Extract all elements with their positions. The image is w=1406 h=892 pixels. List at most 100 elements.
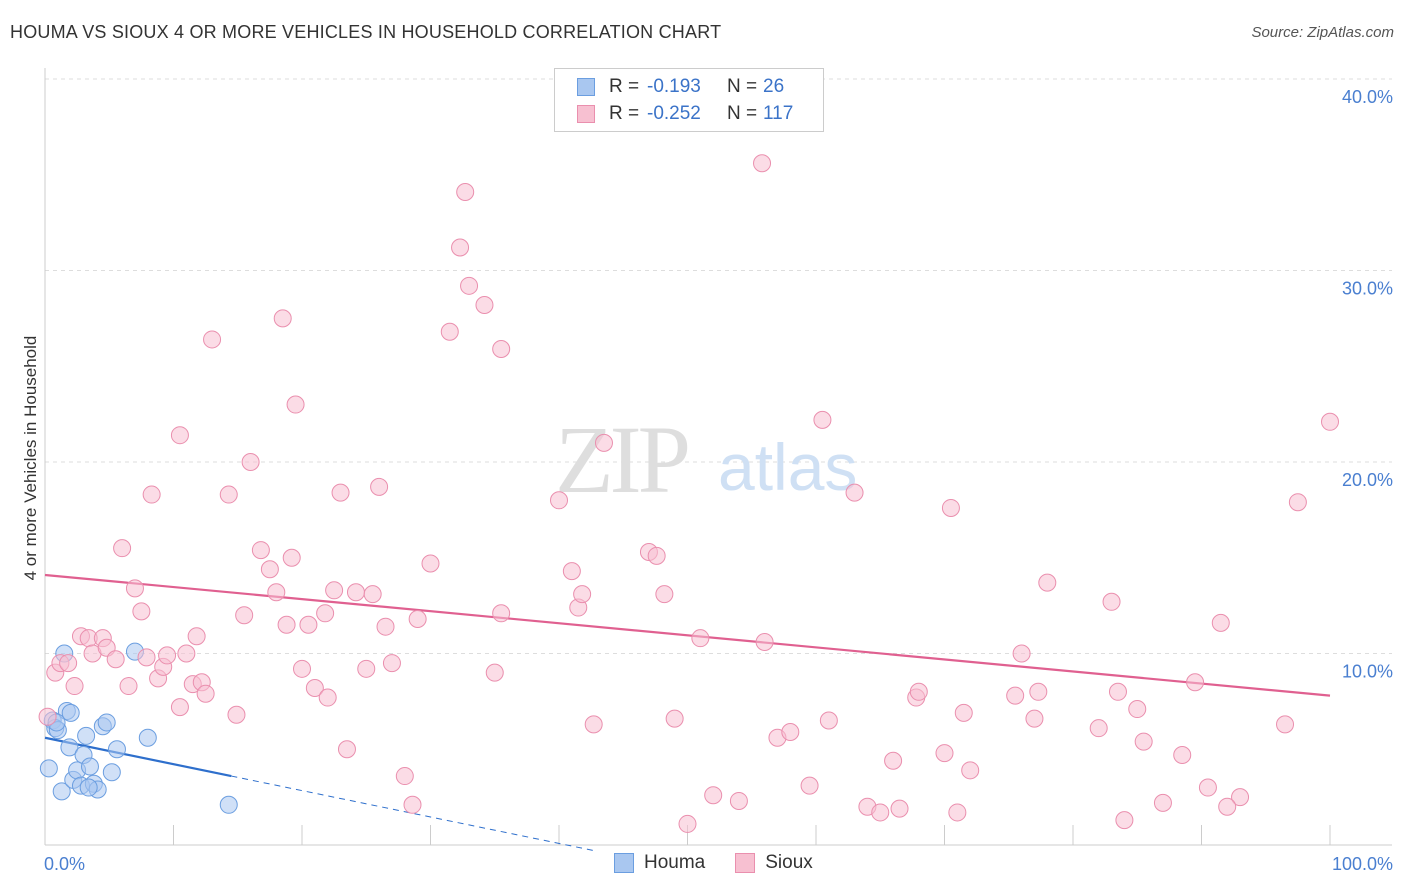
point-houma [97, 713, 116, 732]
point-sioux [106, 650, 125, 669]
legend: R = -0.193 N = 26 R = -0.252 N = 117 [554, 68, 824, 132]
bottom-legend-label-houma: Houma [644, 852, 706, 873]
point-sioux [492, 604, 511, 623]
point-sioux [460, 276, 479, 295]
point-sioux [1276, 715, 1295, 734]
point-sioux [59, 654, 78, 673]
point-sioux [890, 799, 909, 818]
point-sioux [884, 751, 903, 770]
legend-n-value: 117 [763, 103, 794, 124]
point-sioux [704, 786, 723, 805]
point-sioux [142, 485, 161, 504]
point-sioux [1288, 493, 1307, 512]
point-sioux [227, 705, 246, 724]
point-sioux [819, 711, 838, 730]
point-sioux [337, 740, 356, 759]
legend-r-value: -0.193 [647, 76, 701, 97]
bottom-legend-houma[interactable]: Houma [614, 852, 705, 874]
point-sioux [935, 744, 954, 763]
point-houma [102, 763, 121, 782]
point-houma [61, 703, 80, 722]
point-sioux [755, 633, 774, 652]
point-sioux [282, 548, 301, 567]
point-sioux [1038, 573, 1057, 592]
point-sioux [753, 154, 772, 173]
point-sioux [316, 604, 335, 623]
point-sioux [1134, 732, 1153, 751]
point-sioux [678, 814, 697, 833]
point-sioux [357, 659, 376, 678]
point-sioux [1025, 709, 1044, 728]
point-sioux [1153, 793, 1172, 812]
legend-row-houma: R = -0.193 N = 26 [577, 76, 784, 98]
point-sioux [1173, 745, 1192, 764]
legend-n-label: N = [727, 103, 758, 124]
point-sioux [65, 677, 84, 696]
point-sioux [550, 491, 568, 510]
point-sioux [241, 453, 260, 471]
point-sioux [137, 648, 156, 667]
point-houma [52, 782, 71, 801]
point-sioux [1186, 673, 1205, 692]
point-sioux [403, 795, 422, 814]
legend-r-label: R = [609, 76, 640, 97]
point-sioux [909, 682, 928, 701]
point-sioux [119, 677, 138, 696]
point-sioux [196, 684, 215, 703]
point-houma [107, 740, 126, 759]
point-sioux [573, 585, 592, 604]
point-sioux [277, 615, 296, 634]
bottom-legend-label-sioux: Sioux [765, 852, 813, 873]
y-axis-label: 4 or more Vehicles in Household [21, 336, 40, 581]
point-sioux [451, 238, 470, 257]
point-sioux [203, 330, 222, 349]
point-sioux [1102, 592, 1121, 611]
bottom-legend-sioux[interactable]: Sioux [735, 852, 813, 874]
point-sioux [1029, 682, 1048, 701]
point-sioux [691, 629, 710, 648]
data-points [38, 154, 1339, 833]
point-sioux [170, 698, 189, 717]
point-houma [77, 726, 96, 745]
point-sioux [395, 767, 414, 786]
point-sioux [299, 615, 318, 634]
point-sioux [594, 433, 613, 452]
point-sioux [421, 554, 440, 573]
point-sioux [584, 715, 603, 734]
point-sioux [948, 803, 967, 822]
point-houma [60, 738, 79, 757]
tick-labels: 10.0% 20.0% 30.0% 40.0% 0.0% 100.0% 4 or more … [21, 87, 1393, 874]
point-sioux [941, 498, 960, 517]
point-sioux [1321, 412, 1339, 431]
point-houma [138, 728, 157, 747]
point-sioux [267, 583, 286, 602]
y-tick-label: 20.0% [1342, 470, 1393, 490]
point-sioux [113, 539, 132, 558]
point-sioux [1198, 778, 1217, 797]
point-sioux [318, 688, 337, 707]
point-sioux [1218, 797, 1237, 816]
point-sioux [158, 646, 177, 665]
point-sioux [251, 541, 270, 560]
point-sioux [376, 617, 395, 636]
x-tick-label: 100.0% [1332, 854, 1393, 874]
point-sioux [475, 295, 494, 314]
point-sioux [305, 678, 324, 697]
point-sioux [273, 309, 292, 328]
point-sioux [219, 485, 238, 504]
point-sioux [1128, 700, 1147, 719]
point-sioux [440, 322, 459, 341]
y-tick-label: 40.0% [1342, 87, 1393, 107]
point-houma [80, 757, 99, 776]
point-sioux [871, 803, 890, 822]
legend-r-label: R = [609, 103, 640, 124]
legend-row-sioux: R = -0.252 N = 117 [577, 103, 793, 125]
point-sioux [370, 477, 389, 496]
chart-title: HOUMA VS SIOUX 4 OR MORE VEHICLES IN HOU… [10, 22, 722, 42]
point-sioux [177, 644, 196, 663]
trend-line-dashed-houma [231, 775, 598, 852]
point-sioux [125, 579, 144, 598]
point-houma [39, 759, 58, 778]
point-sioux [235, 606, 254, 625]
y-tick-label: 30.0% [1342, 279, 1393, 299]
